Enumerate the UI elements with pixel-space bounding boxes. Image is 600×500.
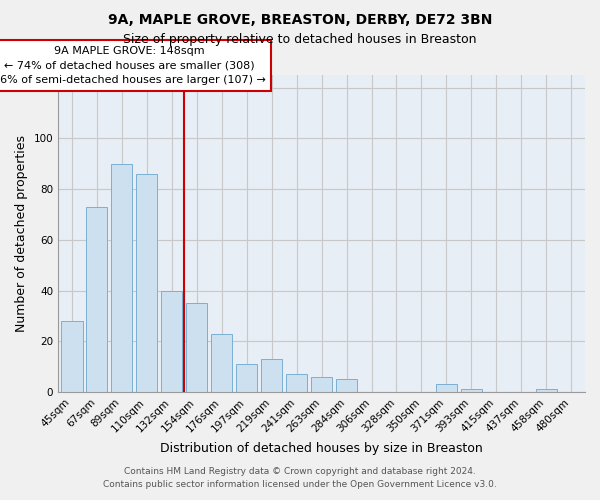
Text: 9A MAPLE GROVE: 148sqm
← 74% of detached houses are smaller (308)
26% of semi-de: 9A MAPLE GROVE: 148sqm ← 74% of detached…	[0, 46, 266, 85]
Bar	[461, 390, 482, 392]
Text: 9A, MAPLE GROVE, BREASTON, DERBY, DE72 3BN: 9A, MAPLE GROVE, BREASTON, DERBY, DE72 3…	[108, 12, 492, 26]
Bar	[136, 174, 157, 392]
Bar	[261, 359, 282, 392]
Bar	[61, 321, 83, 392]
Bar	[286, 374, 307, 392]
Bar	[236, 364, 257, 392]
Bar	[211, 334, 232, 392]
Bar	[161, 290, 182, 392]
X-axis label: Distribution of detached houses by size in Breaston: Distribution of detached houses by size …	[160, 442, 483, 455]
Text: Size of property relative to detached houses in Breaston: Size of property relative to detached ho…	[123, 32, 477, 46]
Bar	[336, 380, 357, 392]
Bar	[536, 390, 557, 392]
Bar	[311, 376, 332, 392]
Bar	[436, 384, 457, 392]
Y-axis label: Number of detached properties: Number of detached properties	[15, 135, 28, 332]
Bar	[86, 207, 107, 392]
Bar	[186, 303, 208, 392]
Bar	[111, 164, 133, 392]
Text: Contains HM Land Registry data © Crown copyright and database right 2024.
Contai: Contains HM Land Registry data © Crown c…	[103, 468, 497, 489]
